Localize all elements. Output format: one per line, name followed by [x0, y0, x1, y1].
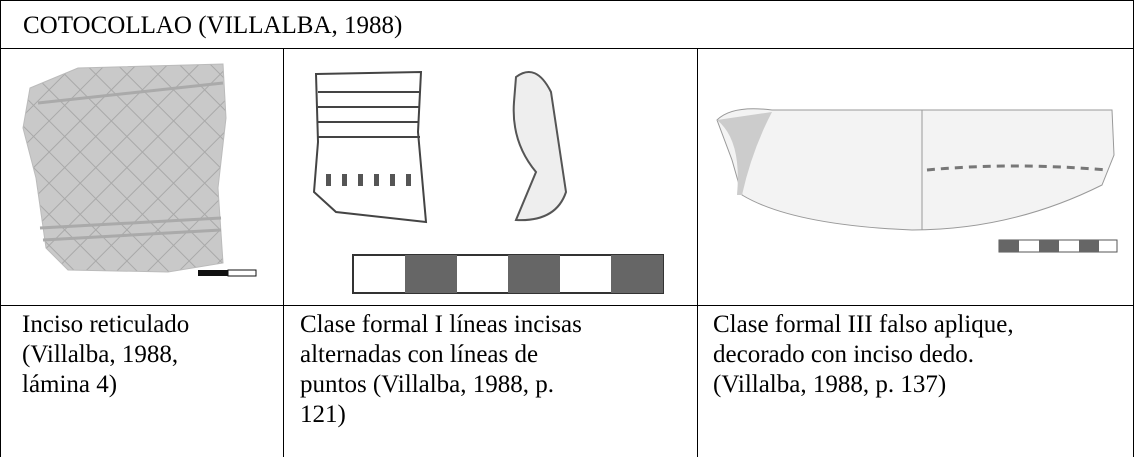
caption-line: (Villalba, 1988, p. 137) — [713, 371, 947, 398]
caption-line: Clase formal III falso aplique, — [713, 311, 1014, 338]
cell — [283, 48, 698, 306]
cell — [0, 48, 284, 306]
vessel-image — [716, 108, 1118, 253]
table-title: COTOCOLLAO (VILLALBA, 1988) — [0, 0, 1134, 49]
caption-line: puntos (Villalba, 1988, p. — [300, 371, 555, 398]
caption-line: Inciso reticulado — [22, 311, 190, 338]
caption-line: lámina 4) — [22, 371, 118, 398]
caption-line: Clase formal I líneas incisas — [300, 311, 582, 338]
sherd-image — [312, 70, 664, 294]
sherd-image — [22, 63, 257, 277]
caption: Clase formal III falso aplique, decorado … — [713, 310, 1014, 400]
caption-line: 121) — [300, 401, 346, 428]
cell — [283, 305, 698, 457]
caption-line: decorado con inciso dedo. — [713, 341, 975, 368]
caption-line: alternadas con líneas de — [300, 341, 539, 368]
cell — [0, 305, 284, 457]
caption: Clase formal I líneas incisas alternadas … — [300, 310, 582, 430]
caption: Inciso reticulado (Villalba, 1988, lámina … — [22, 310, 189, 400]
caption-line: (Villalba, 1988, — [22, 341, 179, 368]
